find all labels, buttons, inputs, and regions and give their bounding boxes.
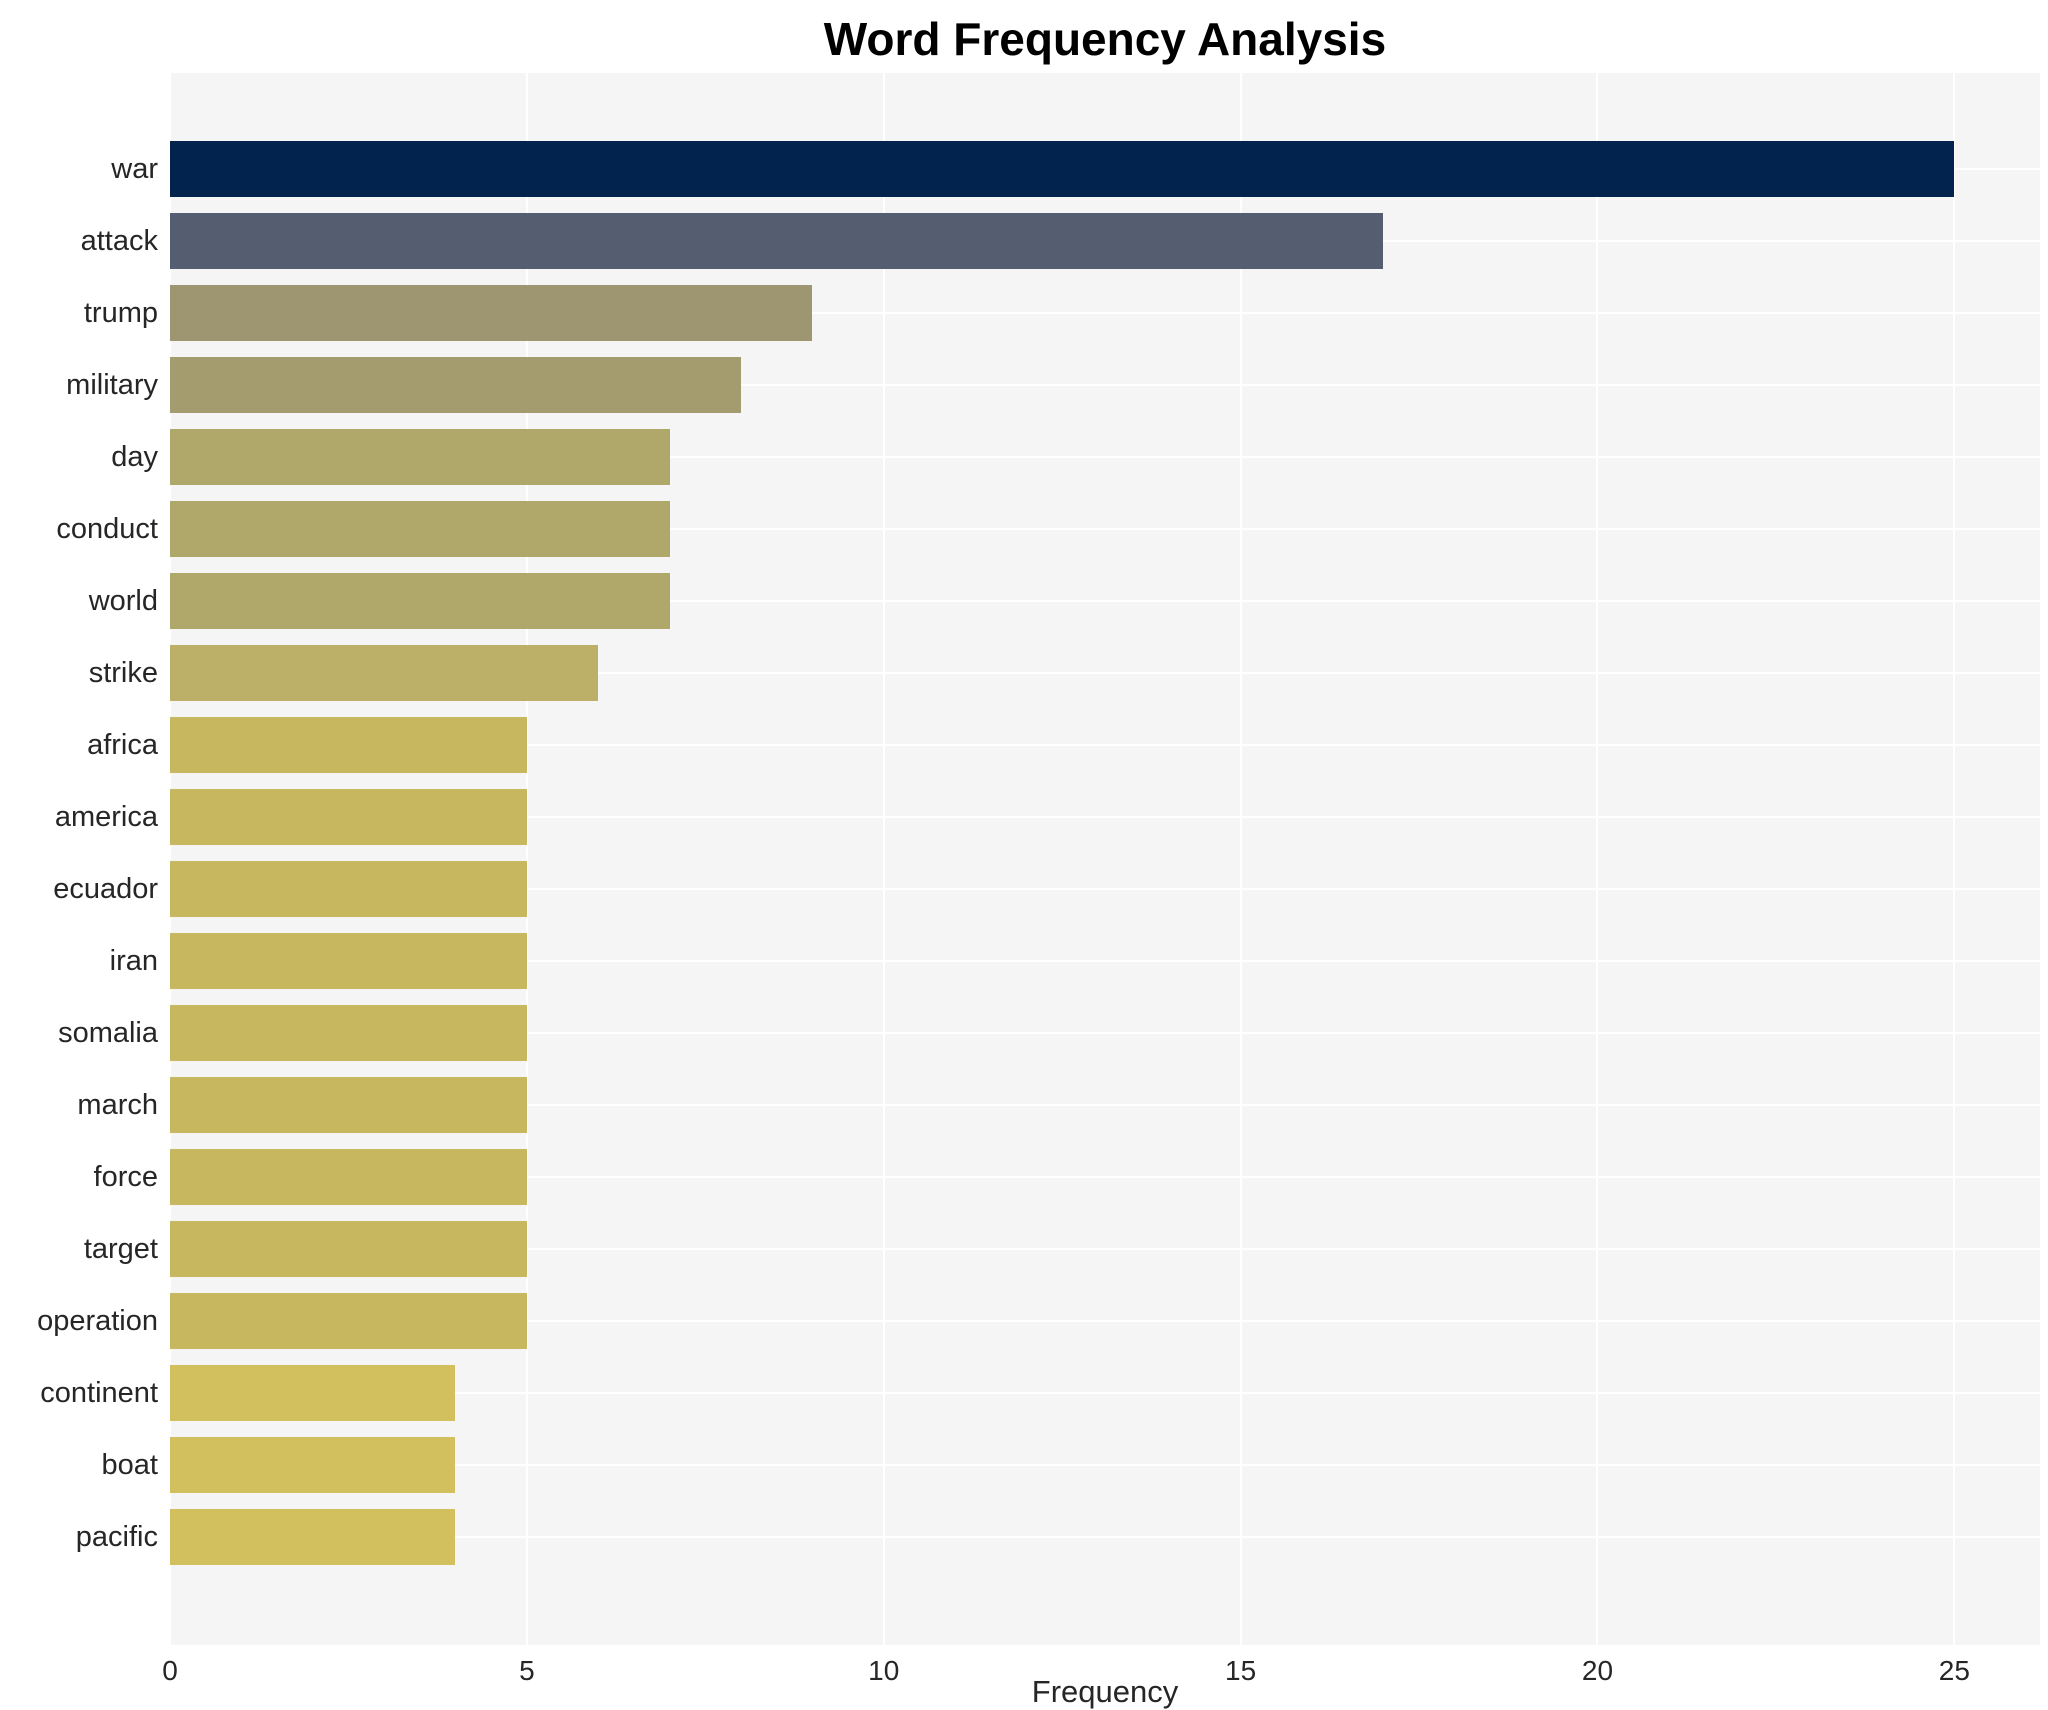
y-gridline: [170, 312, 2040, 314]
y-tick-label: africa: [87, 729, 158, 761]
bar-force: [170, 1149, 527, 1205]
x-gridline: [1953, 73, 1956, 1645]
y-gridline: [170, 1392, 2040, 1394]
y-tick-label: continent: [40, 1377, 158, 1409]
y-gridline: [170, 384, 2040, 386]
x-gridline: [882, 73, 885, 1645]
bar-military: [170, 357, 741, 413]
bar-pacific: [170, 1509, 456, 1565]
bar-ecuador: [170, 861, 527, 917]
y-gridline: [170, 1248, 2040, 1250]
bar-march: [170, 1077, 527, 1133]
y-gridline: [170, 1464, 2040, 1466]
y-tick-label: force: [93, 1161, 158, 1193]
bar-target: [170, 1221, 527, 1277]
x-tick-label: 10: [868, 1655, 900, 1686]
y-tick-label: pacific: [75, 1521, 158, 1553]
y-gridline: [170, 1032, 2040, 1034]
bar-somalia: [170, 1005, 527, 1061]
chart-title: Word Frequency Analysis: [823, 13, 1387, 65]
y-gridline: [170, 1320, 2040, 1322]
y-gridline: [170, 456, 2040, 458]
y-tick-label: boat: [101, 1449, 158, 1481]
y-gridline: [170, 600, 2040, 602]
y-tick-label: america: [54, 801, 158, 833]
bar-day: [170, 429, 670, 485]
y-tick-label: attack: [80, 225, 158, 257]
y-tick-label: ecuador: [53, 873, 158, 905]
bar-africa: [170, 717, 527, 773]
plot-area: [169, 73, 2040, 1645]
y-gridline: [170, 888, 2040, 890]
bar-america: [170, 789, 527, 845]
bar-conduct: [170, 501, 670, 557]
x-gridline: [1239, 73, 1242, 1645]
bar-boat: [170, 1437, 456, 1493]
y-tick-label: strike: [88, 657, 158, 689]
bar-war: [170, 141, 1955, 197]
y-tick-label: war: [111, 153, 158, 185]
y-tick-label: day: [111, 441, 158, 473]
y-gridline: [170, 528, 2040, 530]
x-tick-label: 0: [162, 1655, 178, 1686]
y-gridline: [170, 672, 2040, 674]
bar-iran: [170, 933, 527, 989]
bar-trump: [170, 285, 813, 341]
y-tick-label: military: [66, 369, 158, 401]
y-tick-label: trump: [83, 297, 158, 329]
x-tick-label: 25: [1938, 1655, 1970, 1686]
x-axis-label: Frequency: [1031, 1674, 1179, 1709]
y-tick-label: conduct: [56, 513, 158, 545]
y-tick-label: iran: [109, 945, 158, 977]
x-tick-label: 20: [1581, 1655, 1614, 1686]
y-gridline: [170, 744, 2040, 746]
y-gridline: [170, 816, 2040, 818]
bar-operation: [170, 1293, 527, 1349]
y-tick-label: world: [88, 585, 158, 617]
x-gridline: [525, 73, 528, 1645]
y-tick-label: target: [83, 1233, 158, 1265]
bar-continent: [170, 1365, 456, 1421]
y-tick-label: operation: [37, 1305, 158, 1337]
bar-strike: [170, 645, 599, 701]
y-tick-label: somalia: [58, 1017, 158, 1049]
y-gridline: [170, 1104, 2040, 1106]
y-gridline: [170, 1536, 2040, 1538]
x-gridline: [169, 73, 171, 1645]
y-tick-label: march: [77, 1089, 158, 1121]
bar-attack: [170, 213, 1384, 269]
y-gridline: [170, 1176, 2040, 1178]
x-gridline: [1596, 73, 1599, 1645]
y-gridline: [170, 960, 2040, 962]
bar-world: [170, 573, 670, 629]
x-tick-label: 15: [1225, 1655, 1257, 1686]
x-tick-label: 5: [519, 1655, 535, 1686]
